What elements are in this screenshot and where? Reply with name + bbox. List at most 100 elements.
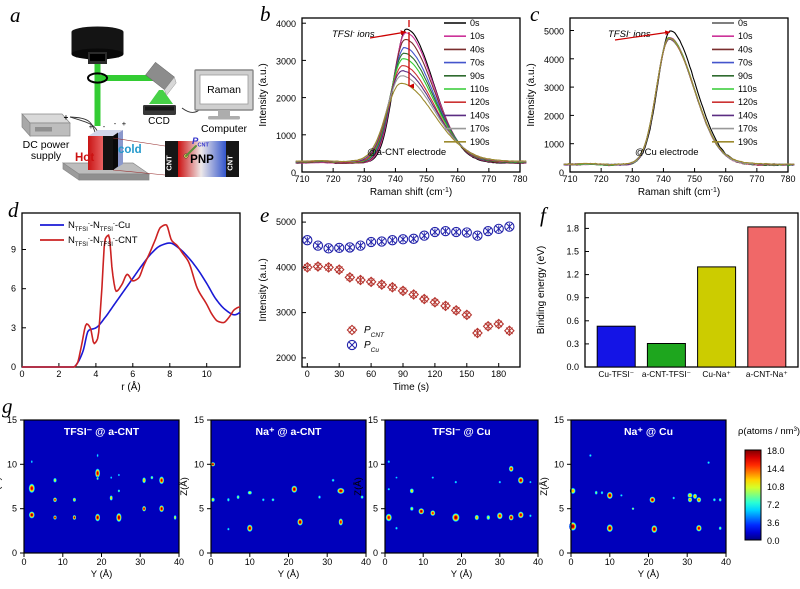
svg-text:5: 5 <box>12 504 17 514</box>
svg-text:170s: 170s <box>470 124 490 134</box>
svg-text:5000: 5000 <box>276 217 296 227</box>
svg-text:4000: 4000 <box>276 19 296 29</box>
svg-text:140s: 140s <box>738 110 758 120</box>
svg-text:2000: 2000 <box>276 94 296 104</box>
svg-text:120: 120 <box>427 369 442 379</box>
svg-text:8: 8 <box>167 369 172 379</box>
svg-text:+: + <box>89 122 94 131</box>
svg-text:40: 40 <box>174 557 184 567</box>
svg-text:2000: 2000 <box>276 353 296 363</box>
svg-text:g: g <box>2 394 13 418</box>
svg-text:2: 2 <box>56 369 61 379</box>
svg-text:90: 90 <box>398 369 408 379</box>
svg-text:720: 720 <box>594 174 609 184</box>
svg-text:CNT: CNT <box>198 143 210 149</box>
svg-text:Raman: Raman <box>207 84 241 96</box>
svg-text:190s: 190s <box>470 137 490 147</box>
svg-text:170s: 170s <box>738 124 758 134</box>
svg-text:30: 30 <box>334 369 344 379</box>
svg-text:0: 0 <box>199 548 204 558</box>
svg-text:CNT: CNT <box>226 155 235 171</box>
svg-text:780: 780 <box>780 174 795 184</box>
svg-text:0.0: 0.0 <box>566 362 579 372</box>
svg-text:190s: 190s <box>738 137 758 147</box>
svg-text:760: 760 <box>450 174 465 184</box>
svg-text:40: 40 <box>721 557 731 567</box>
svg-text:0.0: 0.0 <box>767 536 780 546</box>
svg-text:Binding energy (eV): Binding energy (eV) <box>536 246 547 334</box>
svg-text:TFSI- ions: TFSI- ions <box>332 29 375 40</box>
svg-text:7.2: 7.2 <box>767 500 780 510</box>
svg-text:10: 10 <box>245 557 255 567</box>
svg-text:supply: supply <box>31 150 62 162</box>
svg-text:110s: 110s <box>470 84 489 94</box>
svg-text:Intensity (a.u.): Intensity (a.u.) <box>526 63 537 126</box>
svg-text:10: 10 <box>554 459 564 469</box>
svg-text:750: 750 <box>419 174 434 184</box>
svg-text:710: 710 <box>294 174 309 184</box>
svg-text:10: 10 <box>605 557 615 567</box>
svg-text:4000: 4000 <box>544 55 564 65</box>
svg-text:3000: 3000 <box>276 308 296 318</box>
svg-text:Y (Å): Y (Å) <box>91 569 112 580</box>
svg-text:NTFSI--NTFSI--Cu: NTFSI--NTFSI--Cu <box>68 220 130 233</box>
svg-text:0: 0 <box>19 369 24 379</box>
svg-text:5: 5 <box>373 504 378 514</box>
svg-text:5000: 5000 <box>544 27 564 37</box>
svg-text:710: 710 <box>562 174 577 184</box>
svg-text:14.4: 14.4 <box>767 464 785 474</box>
svg-text:0: 0 <box>373 548 378 558</box>
svg-text:NTFSI--NTFSI--CNT: NTFSI--NTFSI--CNT <box>68 235 138 248</box>
svg-text:750: 750 <box>687 174 702 184</box>
svg-text:70s: 70s <box>470 58 485 68</box>
svg-text:720: 720 <box>326 174 341 184</box>
svg-text:Cu-TFSI⁻: Cu-TFSI⁻ <box>598 369 634 379</box>
svg-text:90s: 90s <box>470 71 485 81</box>
svg-text:1.8: 1.8 <box>566 223 579 233</box>
svg-text:3.6: 3.6 <box>767 518 780 528</box>
svg-text:0.6: 0.6 <box>566 316 579 326</box>
svg-text:Na⁺ @ a-CNT: Na⁺ @ a-CNT <box>256 426 323 438</box>
svg-text:0: 0 <box>382 557 387 567</box>
svg-text:Intensity (a.u.): Intensity (a.u.) <box>258 258 269 321</box>
svg-text:PCu: PCu <box>364 340 379 354</box>
svg-text:0s: 0s <box>738 18 748 28</box>
svg-text:4000: 4000 <box>276 262 296 272</box>
svg-text:40s: 40s <box>738 44 753 54</box>
svg-text:Z(Å): Z(Å) <box>0 477 3 495</box>
svg-text:120s: 120s <box>470 97 490 107</box>
svg-text:0.3: 0.3 <box>566 339 579 349</box>
svg-text:0: 0 <box>305 369 310 379</box>
svg-text:a-CNT-Na⁺: a-CNT-Na⁺ <box>746 369 788 379</box>
svg-text:Y (Å): Y (Å) <box>451 569 472 580</box>
svg-text:CCD: CCD <box>148 116 170 127</box>
svg-text:Cu-Na⁺: Cu-Na⁺ <box>702 369 730 379</box>
svg-text:Computer: Computer <box>201 123 248 135</box>
svg-text:0s: 0s <box>470 18 480 28</box>
svg-text:4: 4 <box>93 369 98 379</box>
svg-text:15: 15 <box>194 415 204 425</box>
svg-text:18.0: 18.0 <box>767 446 785 456</box>
svg-text:CNT: CNT <box>165 155 174 171</box>
svg-text:-: - <box>103 122 106 131</box>
svg-text:40: 40 <box>361 557 371 567</box>
svg-text:ρ(atoms / nm3): ρ(atoms / nm3) <box>738 426 800 437</box>
svg-text:1000: 1000 <box>276 131 296 141</box>
svg-text:9: 9 <box>11 245 16 255</box>
svg-text:Time (s): Time (s) <box>393 382 429 393</box>
svg-text:15: 15 <box>554 415 564 425</box>
svg-text:3: 3 <box>11 323 16 333</box>
svg-text:140s: 140s <box>470 110 490 120</box>
svg-text:Na⁺ @ Cu: Na⁺ @ Cu <box>624 426 673 438</box>
svg-text:60: 60 <box>366 369 376 379</box>
svg-text:a: a <box>10 3 21 27</box>
svg-text:5: 5 <box>199 504 204 514</box>
svg-text:30: 30 <box>495 557 505 567</box>
svg-text:10: 10 <box>418 557 428 567</box>
svg-text:10: 10 <box>368 459 378 469</box>
svg-text:Z(Å): Z(Å) <box>179 477 190 495</box>
svg-text:Hot: Hot <box>75 152 94 164</box>
svg-text:10: 10 <box>7 459 17 469</box>
svg-text:10.8: 10.8 <box>767 482 785 492</box>
svg-text:40: 40 <box>533 557 543 567</box>
